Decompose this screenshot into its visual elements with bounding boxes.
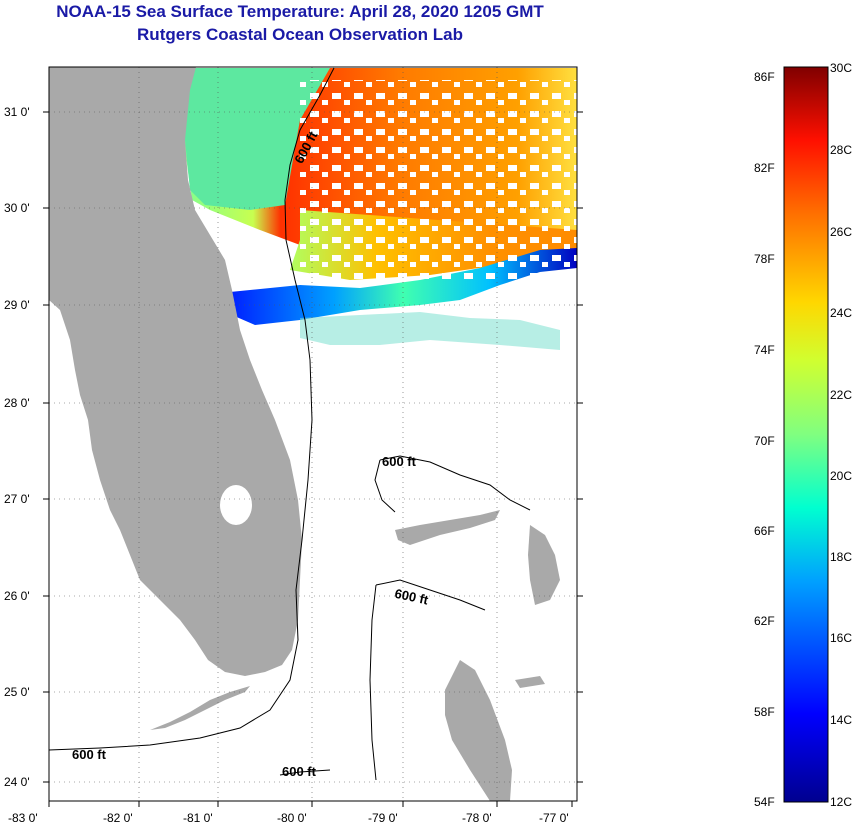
lat-label-31: 31 0' [4,105,30,119]
andros-island [445,660,512,801]
colorbar-f-82: 82F [754,161,775,175]
lake-okeechobee [220,485,252,525]
colorbar-c-28: 28C [830,143,852,157]
sst-patchy-region [300,312,560,350]
colorbar-c-18: 18C [830,550,852,564]
map-subtitle: Rutgers Coastal Ocean Observation Lab [137,25,463,44]
colorbar-c-16: 16C [830,631,852,645]
colorbar-f-58: 58F [754,705,775,719]
graticule [49,67,577,801]
cloud-mask [300,80,577,280]
contour-label-600ft-south: 600 ft [282,764,317,779]
lat-label-30: 30 0' [4,201,30,215]
sst-layer [182,68,577,350]
lat-label-27: 27 0' [4,492,30,506]
colorbar-c-14: 14C [830,713,852,727]
lon-label-83: -83 0' [8,811,38,825]
lon-label-77: -77 0' [539,811,569,825]
lon-label-82: -82 0' [103,811,133,825]
lon-label-79: -79 0' [368,811,398,825]
colorbar-c-12: 12C [830,795,852,809]
lon-label-78: -78 0' [462,811,492,825]
bahamas-cays [515,676,545,688]
colorbar-c-30: 30C [830,61,852,75]
lat-label-29: 29 0' [4,298,30,312]
colorbar-f-54: 54F [754,795,775,809]
colorbar-f-86: 86F [754,70,775,84]
grand-bahama [395,510,500,545]
lon-label-80: -80 0' [277,811,307,825]
colorbar-c-22: 22C [830,388,852,402]
colorbar-f-66: 66F [754,524,775,538]
colorbar-c-20: 20C [830,469,852,483]
lon-label-81: -81 0' [183,811,213,825]
lat-label-26: 26 0' [4,589,30,603]
colorbar [783,66,829,803]
contour-label-600ft-grand-bahama: 600 ft [382,454,417,469]
florida-keys [150,686,250,730]
colorbar-f-62: 62F [754,614,775,628]
lat-label-25: 25 0' [4,685,30,699]
colorbar-c-24: 24C [830,306,852,320]
colorbar-f-74: 74F [754,343,775,357]
contour-label-600ft-straits: 600 ft [72,747,107,762]
colorbar-c-26: 26C [830,225,852,239]
isobath-600ft [48,67,531,781]
map-title: NOAA-15 Sea Surface Temperature: April 2… [56,2,544,21]
map-border [48,66,578,802]
contour-label-600ft-providence: 600 ft [393,586,430,608]
lat-label-24: 24 0' [4,775,30,789]
lat-label-28: 28 0' [4,396,30,410]
axis-ticks [43,111,583,807]
sst-shelf-region [183,68,330,210]
colorbar-f-70: 70F [754,434,775,448]
colorbar-f-78: 78F [754,252,775,266]
abaco-island [528,525,560,605]
